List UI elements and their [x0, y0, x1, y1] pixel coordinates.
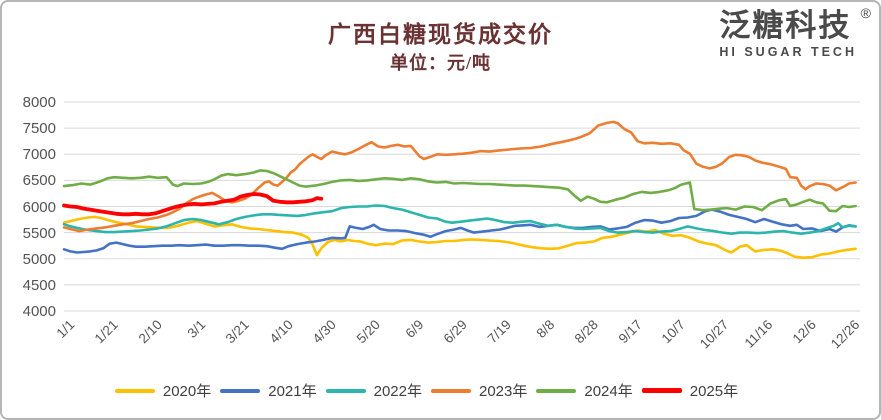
- y-axis-label: 6000: [22, 198, 56, 216]
- legend-item-2022: 2022年: [325, 380, 422, 401]
- legend-item-2025: 2025年: [641, 380, 739, 401]
- series-line-2025: [62, 192, 324, 217]
- series-line-2022: [62, 204, 857, 235]
- legend-swatch: [431, 388, 471, 393]
- legend-label: 2024年: [584, 383, 633, 400]
- legend-item-2020: 2020年: [114, 380, 212, 401]
- legend-swatch: [536, 388, 577, 393]
- chart-title: 广西白糖现货成交价: [328, 22, 553, 47]
- legend-item-2021: 2021年: [220, 380, 317, 401]
- legend-item-2023: 2023年: [431, 380, 527, 401]
- y-axis-label: 4500: [22, 276, 56, 294]
- y-axis-label: 8000: [22, 94, 56, 111]
- series-line-2023: [62, 120, 857, 233]
- y-axis-label: 7500: [22, 120, 56, 138]
- chart-subtitle: 单位：元/吨: [389, 53, 491, 73]
- y-axis-label: 5500: [22, 224, 56, 242]
- brand-logo-name: 泛糖科技 ®: [719, 5, 873, 43]
- legend-swatch: [114, 388, 155, 393]
- brand-logo-tagline: HI SUGAR TECH: [719, 44, 857, 59]
- legend-label: 2020年: [162, 383, 212, 400]
- chart-legend: 2020年 2021年 2022年 2023年 2024年 2025年: [2, 380, 879, 401]
- series-line-2021: [62, 208, 857, 254]
- y-axis-label: 6500: [22, 172, 56, 190]
- y-axis-label: 5000: [22, 250, 56, 268]
- legend-swatch: [220, 388, 261, 393]
- legend-label: 2023年: [479, 383, 528, 400]
- legend-swatch: [641, 388, 682, 393]
- registered-trademark-icon: ®: [860, 5, 873, 21]
- y-axis-label: 7000: [22, 146, 56, 164]
- series-line-2024: [62, 169, 857, 213]
- legend-label: 2025年: [689, 383, 739, 400]
- legend-item-2024: 2024年: [536, 380, 633, 401]
- legend-swatch: [325, 388, 366, 393]
- legend-label: 2021年: [268, 383, 317, 400]
- y-axis-label: 4000: [22, 303, 56, 320]
- series-line-2020: [62, 215, 857, 259]
- legend-label: 2022年: [373, 383, 422, 400]
- brand-logo: 泛糖科技 ® HI SUGAR TECH: [719, 5, 873, 59]
